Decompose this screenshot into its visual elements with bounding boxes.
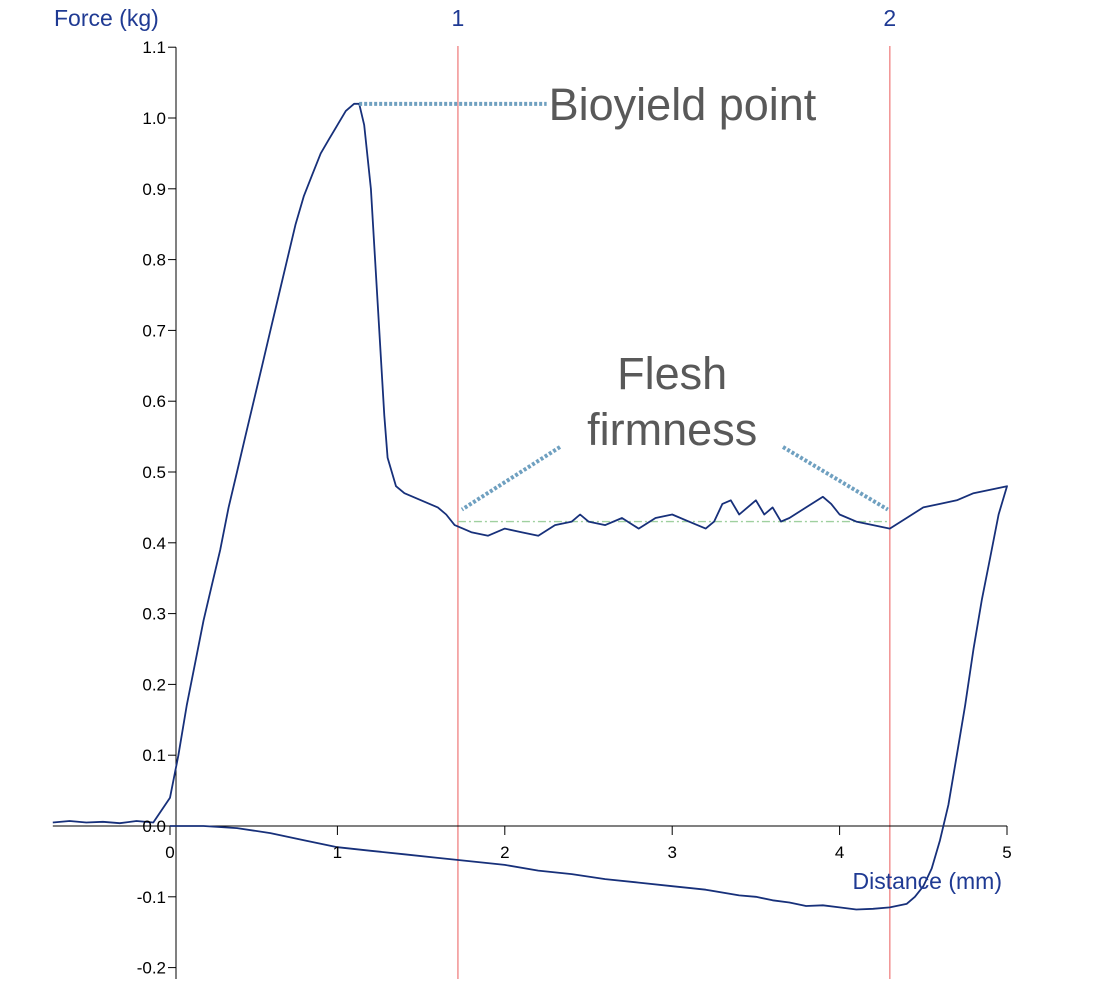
y-tick-label: 0.2: [142, 675, 166, 694]
marker-layer: [457, 46, 891, 979]
x-tick-label: 1: [333, 843, 342, 862]
x-tick-label: 5: [1002, 843, 1011, 862]
force-curve-line: [52, 102, 1008, 911]
y-tick-label: 0.7: [142, 321, 166, 340]
x-axis-title: Distance (mm): [852, 868, 1002, 894]
marker-label-1: 1: [452, 5, 465, 31]
flesh-firmness-label-line-1: Flesh: [617, 348, 727, 399]
y-tick-label: -0.2: [137, 959, 166, 978]
curve-layer: [52, 102, 1008, 911]
y-axis-title: Force (kg): [54, 5, 159, 31]
flesh-firmness-connector-left: [460, 445, 562, 512]
y-tick-label: 1.0: [142, 109, 166, 128]
flesh-firmness-label-line-2: firmness: [587, 404, 757, 455]
y-tick-label: 0.6: [142, 392, 166, 411]
x-tick-label: 4: [835, 843, 844, 862]
x-tick-label: 0: [165, 843, 174, 862]
y-tick-label: 1.1: [142, 38, 166, 57]
y-tick-label: 0.0: [142, 817, 166, 836]
y-tick-label: 0.1: [142, 746, 166, 765]
y-tick-label: 0.4: [142, 534, 166, 553]
x-tick-label: 3: [667, 843, 676, 862]
y-tick-label: 0.8: [142, 251, 166, 270]
bioyield-label: Bioyield point: [549, 79, 817, 130]
y-tick-label: 0.9: [142, 180, 166, 199]
marker-label-2: 2: [883, 5, 896, 31]
x-tick-label: 2: [500, 843, 509, 862]
y-tick-label: 0.5: [142, 463, 166, 482]
label-layer: 1 2 -0.2 -0.1 0.0 0.1 0.2 0.3 0.4 0.5 0.6 0.7 0.8 0.9…: [54, 5, 1012, 978]
axes-layer: [52, 46, 1008, 979]
y-tick-label: 0.3: [142, 605, 166, 624]
y-tick-label: -0.1: [137, 888, 166, 907]
flesh-firmness-connector-right: [781, 445, 889, 512]
